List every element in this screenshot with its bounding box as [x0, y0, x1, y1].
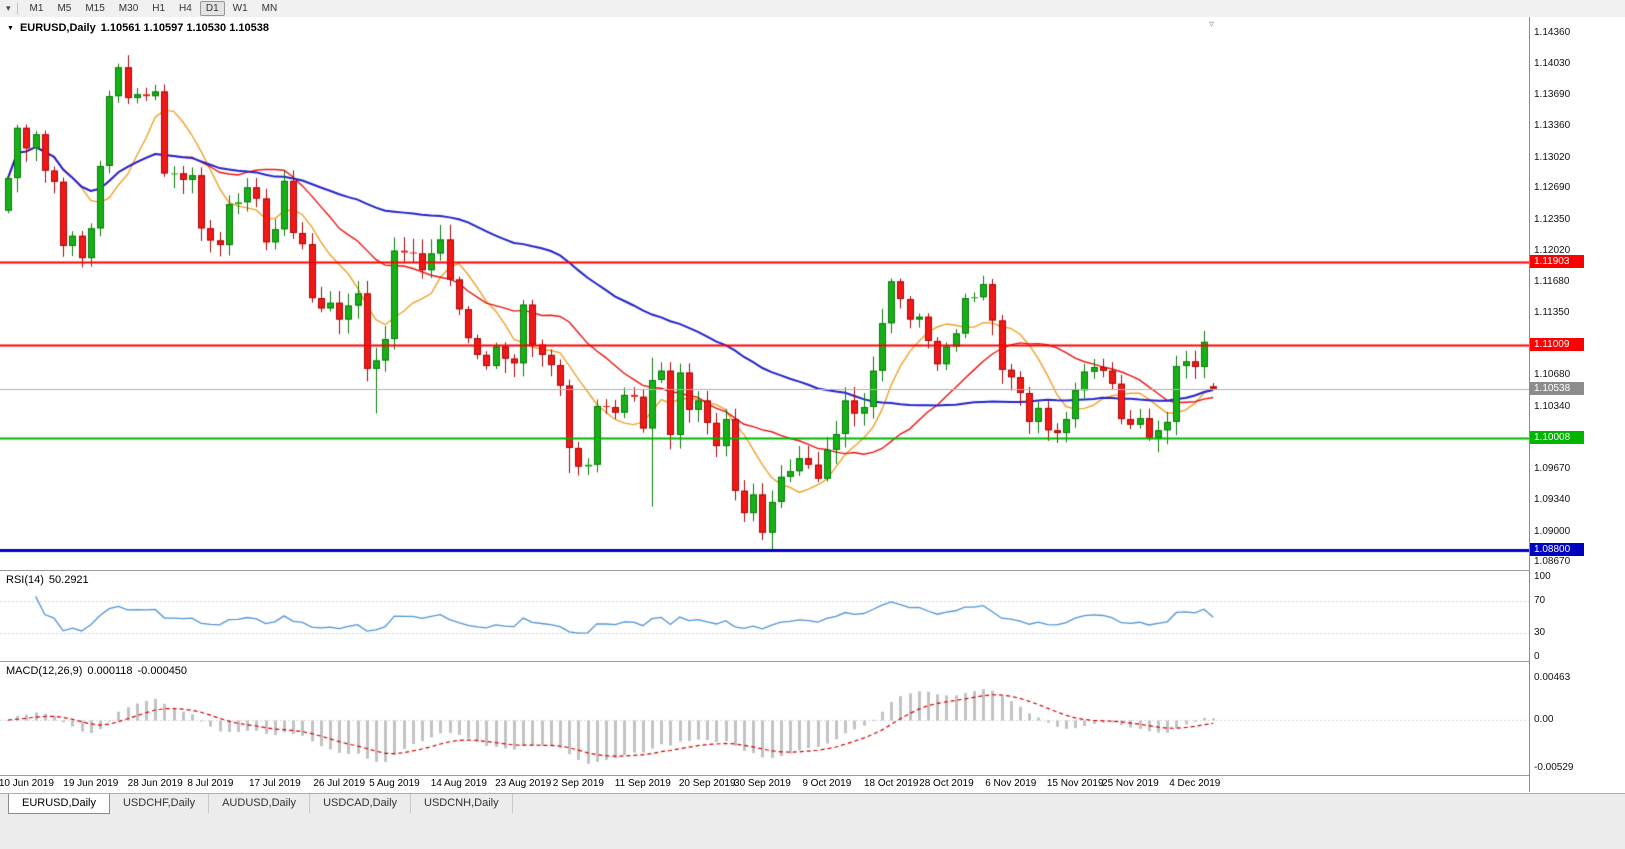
timeframe-button-mn[interactable]: MN [261, 3, 278, 14]
date-axis-label: 6 Nov 2019 [985, 778, 1037, 789]
timeframe-button-h1[interactable]: H1 [152, 3, 166, 14]
timeframe-button-d1[interactable]: D1 [199, 1, 225, 16]
axis-separator [1529, 17, 1530, 792]
price-axis-tick: 1.12350 [1534, 213, 1571, 225]
chart-shift-marker-icon[interactable]: ▿ [1209, 19, 1215, 30]
macd-axis-tick: 0.00463 [1534, 672, 1571, 683]
macd-axis-tick: -0.00529 [1534, 762, 1574, 773]
timeframe-button-m30[interactable]: M30 [118, 3, 139, 14]
date-axis-label: 26 Jul 2019 [313, 778, 366, 789]
date-axis-label: 30 Sep 2019 [734, 778, 791, 789]
rsi-name: RSI(14) [6, 574, 44, 586]
price-axis-tick: 1.12690 [1534, 182, 1571, 194]
price-axis-tick: 1.13020 [1534, 151, 1571, 163]
price-axis-tick: 1.13690 [1534, 89, 1571, 101]
current-price-badge: 1.10538 [1530, 381, 1584, 395]
price-axis-tick: 1.10680 [1534, 369, 1571, 381]
date-axis-label: 9 Oct 2019 [802, 778, 852, 789]
chart-tab-eurusd[interactable]: EURUSD,Daily [8, 794, 110, 814]
date-axis-label: 25 Nov 2019 [1102, 778, 1159, 789]
timeframe-button-m1[interactable]: M1 [29, 3, 44, 14]
resistance-level-badge-1: 1.11903 [1530, 254, 1584, 268]
macd-label: MACD(12,26,9) 0.000118 -0.000450 [6, 665, 192, 677]
date-axis-label: 18 Oct 2019 [863, 778, 919, 789]
chart-title-ohlc: 1.10561 1.10597 1.10530 1.10538 [100, 22, 269, 34]
date-axis-label: 17 Jul 2019 [248, 778, 301, 789]
timeframe-bar: M1 M5 M15 M30 H1 H4 D1 W1 MN [23, 1, 285, 16]
rsi-canvas[interactable] [0, 571, 1529, 661]
macd-signal-value: -0.000450 [137, 665, 188, 677]
collapse-icon[interactable]: ▼ [7, 24, 14, 32]
price-axis-tick: 1.12020 [1534, 244, 1571, 256]
date-axis-label: 2 Sep 2019 [552, 778, 604, 789]
date-axis-label: 5 Aug 2019 [369, 778, 420, 789]
timeframe-button-w1[interactable]: W1 [232, 3, 248, 14]
price-axis[interactable]: 1.14360 1.14030 1.13690 1.13360 1.13020 1.126… [1530, 17, 1625, 792]
main-chart-canvas[interactable] [0, 17, 1529, 570]
rsi-axis-tick: 100 [1534, 571, 1551, 582]
window-tabs-bar: EURUSD,Daily USDCHF,Daily AUDUSD,Daily USDC… [0, 793, 1625, 849]
panel-separator[interactable] [0, 661, 1625, 662]
chart-title: ▼ EURUSD,Daily 1.10561 1.10597 1.10530 1… [7, 22, 269, 34]
rsi-axis-tick: 30 [1534, 627, 1546, 638]
date-axis-label: 11 Sep 2019 [614, 778, 671, 789]
chart-title-symbol: EURUSD,Daily [19, 22, 96, 34]
chart-dropdown-icon[interactable]: ▾ [6, 3, 11, 13]
date-axis-label: 14 Aug 2019 [430, 778, 487, 789]
chart-tab-usdchf[interactable]: USDCHF,Daily [110, 794, 210, 813]
price-axis-tick: 1.11680 [1534, 276, 1570, 288]
resistance-level-badge-2: 1.11009 [1530, 337, 1584, 351]
date-axis-label: 28 Oct 2019 [919, 778, 974, 789]
price-axis-tick: 1.09670 [1534, 463, 1571, 475]
lower-support-level-badge: 1.08800 [1530, 543, 1584, 557]
date-axis-label: 15 Nov 2019 [1046, 778, 1104, 789]
timeframe-button-m5[interactable]: M5 [57, 3, 72, 14]
timeframe-toolbar: ▾ M1 M5 M15 M30 H1 H4 D1 W1 MN [0, 0, 1625, 18]
date-axis-label: 4 Dec 2019 [1169, 778, 1221, 789]
date-axis-label: 10 Jun 2019 [0, 778, 54, 789]
macd-main-value: 0.000118 [87, 665, 133, 677]
price-axis-tick: 1.14360 [1534, 26, 1571, 38]
macd-name: MACD(12,26,9) [6, 665, 83, 677]
date-axis[interactable]: 10 Jun 2019 19 Jun 2019 28 Jun 2019 8 Jul 2… [0, 776, 1529, 792]
price-axis-tick: 1.09000 [1534, 525, 1571, 537]
macd-canvas[interactable] [0, 662, 1529, 775]
rsi-value: 50.2921 [48, 574, 89, 586]
chart-tab-audusd[interactable]: AUDUSD,Daily [209, 794, 311, 813]
price-axis-tick: 1.14030 [1534, 57, 1571, 69]
toolbar-separator [16, 3, 18, 14]
date-axis-label: 19 Jun 2019 [63, 778, 119, 789]
macd-axis-tick: 0.00 [1534, 714, 1554, 725]
chart-window: ▼ EURUSD,Daily 1.10561 1.10597 1.10530 1… [0, 17, 1625, 793]
price-axis-tick: 1.13360 [1534, 119, 1571, 131]
date-axis-label: 20 Sep 2019 [678, 778, 736, 789]
price-axis-tick: 1.08670 [1534, 556, 1571, 568]
date-axis-label: 23 Aug 2019 [495, 778, 552, 789]
rsi-axis-tick: 70 [1534, 595, 1546, 606]
price-axis-tick: 1.09340 [1534, 494, 1571, 506]
panel-separator [0, 775, 1625, 776]
timeframe-button-m15[interactable]: M15 [85, 3, 105, 14]
chart-tab-usdcnh[interactable]: USDCNH,Daily [411, 794, 513, 813]
panel-separator[interactable] [0, 570, 1625, 571]
date-axis-label: 28 Jun 2019 [127, 778, 183, 789]
date-axis-label: 8 Jul 2019 [187, 778, 234, 789]
rsi-axis-tick: 0 [1534, 651, 1540, 662]
timeframe-button-h4[interactable]: H4 [179, 3, 192, 14]
support-level-badge: 1.10008 [1530, 430, 1584, 444]
price-axis-tick: 1.10340 [1534, 401, 1571, 412]
rsi-label: RSI(14) 50.2921 [6, 574, 94, 586]
price-axis-tick: 1.11350 [1534, 307, 1570, 318]
chart-tab-usdcad[interactable]: USDCAD,Daily [310, 794, 412, 813]
